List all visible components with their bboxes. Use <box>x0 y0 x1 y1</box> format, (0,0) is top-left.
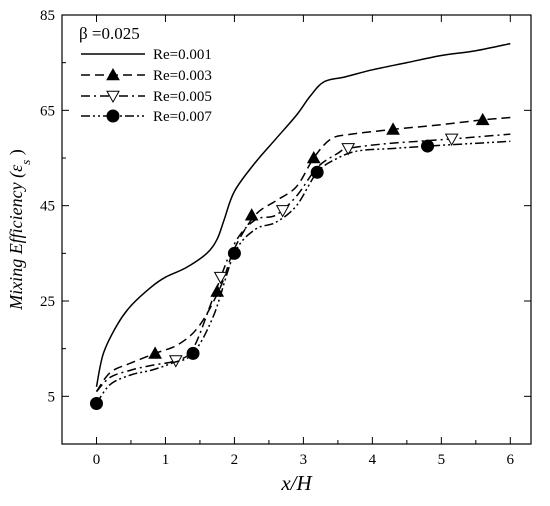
series-layer <box>89 42 511 410</box>
y-axis-title-close: ) <box>6 149 27 160</box>
x-axis-title: x/H <box>280 471 313 495</box>
y-axis-title-main: Mixing Efficiency (ε <box>6 164 27 311</box>
legend-label: Re=0.007 <box>153 109 212 125</box>
y-axis-title: Mixing Efficiency (εs ) <box>6 149 33 311</box>
y-axis-title-subscript: s <box>18 160 33 165</box>
data-point-marker <box>148 346 162 359</box>
data-point-marker <box>213 271 228 285</box>
x-tick-label: 0 <box>93 452 101 468</box>
data-point-marker <box>186 346 200 360</box>
data-point-marker <box>306 150 321 164</box>
legend-marker <box>106 90 120 104</box>
data-point-marker <box>244 208 259 221</box>
data-point-marker <box>275 205 290 218</box>
legend-label: Re=0.003 <box>153 68 212 84</box>
series-line <box>95 116 511 393</box>
data-point-marker <box>89 396 103 410</box>
y-tick-label: 85 <box>40 8 55 24</box>
legend: Re=0.001 Re=0.003 Re=0.005 Re=0.007 <box>81 47 212 125</box>
legend-marker <box>106 67 120 81</box>
y-tick-label: 5 <box>48 389 56 405</box>
x-tick-label: 5 <box>438 452 446 468</box>
data-point-marker <box>475 112 490 126</box>
y-tick-label: 25 <box>40 294 55 310</box>
legend-label: Re=0.001 <box>153 47 212 63</box>
legend-marker <box>106 109 120 123</box>
data-point-marker <box>227 246 241 260</box>
legend-label: Re=0.005 <box>153 89 212 105</box>
series-line <box>95 133 511 393</box>
data-point-marker <box>386 122 400 135</box>
data-point-marker <box>341 143 356 156</box>
plot-frame <box>61 14 532 445</box>
data-point-marker <box>444 133 459 146</box>
data-point-marker <box>310 165 324 179</box>
y-tick-label: 45 <box>40 199 55 215</box>
series-re-0-003 <box>95 112 511 393</box>
x-tick-label: 6 <box>507 452 515 468</box>
x-tick-label: 2 <box>231 452 239 468</box>
series-line <box>95 140 511 404</box>
data-point-marker <box>421 139 435 153</box>
series-line <box>95 42 511 387</box>
x-tick-label: 4 <box>369 452 377 468</box>
beta-annotation: β =0.025 <box>79 24 140 43</box>
series-re-0-001 <box>95 42 511 387</box>
x-tick-label: 1 <box>162 452 170 468</box>
data-point-marker <box>210 284 225 297</box>
series-re-0-007 <box>89 139 511 410</box>
y-tick-label: 65 <box>40 103 55 119</box>
x-tick-label: 3 <box>300 452 308 468</box>
